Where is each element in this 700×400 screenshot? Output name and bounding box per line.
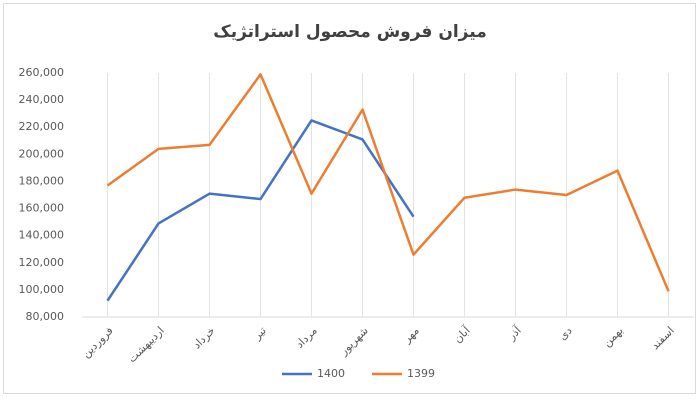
legend-label: 1400 [317,367,345,380]
y-tick-label: 100,000 [19,283,65,296]
y-tick-label: 80,000 [26,310,65,323]
y-tick-label: 160,000 [19,202,65,215]
y-tick-label: 200,000 [19,147,65,160]
y-tick-label: 180,000 [19,174,65,187]
y-tick-label: 220,000 [19,120,65,133]
y-tick-label: 140,000 [19,229,65,242]
y-tick-label: 260,000 [19,66,65,79]
series-line [106,119,415,302]
series-line [106,73,670,292]
chart-title: میزان فروش محصول استراتژیک [213,22,486,42]
y-tick-label: 120,000 [19,256,65,269]
y-tick-label: 240,000 [19,93,65,106]
legend-label: 1399 [407,367,435,380]
chart-border [3,3,696,394]
